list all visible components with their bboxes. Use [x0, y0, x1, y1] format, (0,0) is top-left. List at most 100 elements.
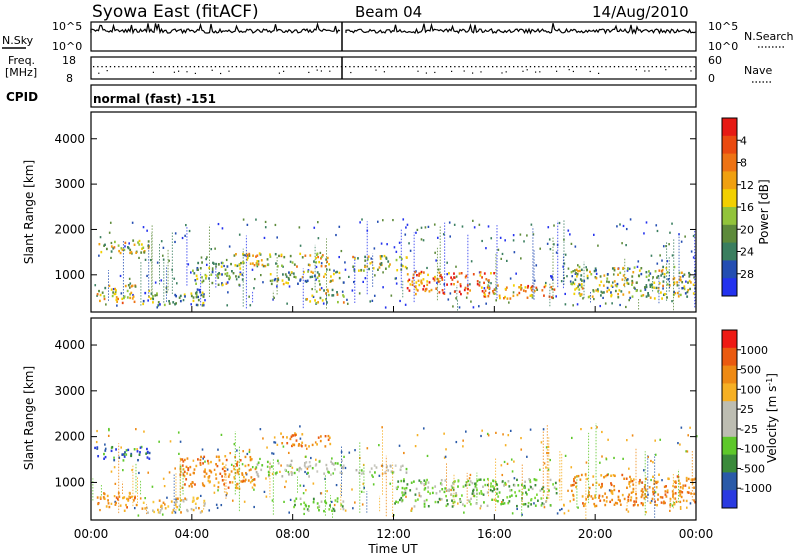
- echo-point: [340, 249, 343, 253]
- echo-point: [287, 473, 290, 476]
- echo-point: [626, 439, 628, 442]
- echo-point: [354, 257, 356, 260]
- echo-point: [677, 441, 679, 445]
- echo-point: [340, 450, 343, 454]
- echo-point: [613, 474, 616, 478]
- echo-point: [662, 284, 664, 288]
- x-tick-label: 00:00: [74, 527, 109, 541]
- echo-point: [446, 261, 448, 264]
- echo-point: [626, 486, 628, 489]
- echo-point: [567, 509, 570, 512]
- echo-point: [652, 493, 655, 496]
- echo-point: [148, 289, 151, 293]
- echo-point: [457, 502, 459, 505]
- echo-point: [276, 443, 279, 446]
- echo-point: [580, 268, 583, 272]
- echo-point: [384, 471, 387, 474]
- echo-point: [298, 443, 300, 446]
- echo-point: [371, 474, 373, 477]
- echo-point: [99, 236, 102, 239]
- echo-point: [423, 483, 426, 486]
- echo-point: [289, 498, 292, 502]
- echo-point: [357, 269, 360, 272]
- echo-point: [248, 469, 251, 472]
- echo-point: [436, 281, 438, 285]
- colorbar-tick-label: 24: [740, 246, 754, 259]
- freq-dot: [395, 66, 397, 68]
- echo-point: [603, 274, 606, 277]
- echo-point: [157, 304, 160, 307]
- echo-point: [195, 464, 198, 468]
- echo-point: [481, 276, 483, 279]
- echo-point: [484, 293, 486, 296]
- echo-point: [526, 286, 529, 289]
- echo-point: [241, 273, 244, 276]
- echo-point: [186, 508, 188, 512]
- echo-point: [338, 225, 341, 228]
- echo-point: [476, 280, 479, 283]
- echo-point: [315, 290, 318, 293]
- echo-point: [655, 486, 658, 489]
- echo-point: [669, 231, 671, 234]
- echo-point: [515, 272, 517, 275]
- echo-point: [195, 295, 198, 299]
- echo-point: [508, 500, 511, 503]
- echo-point: [406, 483, 409, 486]
- echo-point: [617, 292, 620, 296]
- echo-point: [470, 497, 472, 501]
- echo-point: [303, 462, 306, 465]
- echo-point: [303, 270, 305, 274]
- echo-point: [665, 485, 667, 488]
- echo-point: [253, 488, 255, 491]
- echo-point: [420, 226, 423, 229]
- echo-point: [662, 265, 665, 269]
- echo-point: [362, 280, 365, 283]
- echo-point: [674, 291, 677, 295]
- echo-point: [223, 470, 226, 473]
- echo-point: [539, 468, 541, 471]
- echo-point: [314, 299, 316, 302]
- echo-point: [622, 224, 625, 228]
- echo-point: [196, 458, 199, 461]
- echo-point: [332, 463, 335, 466]
- freq-dot: [93, 66, 95, 68]
- freq-dot: [576, 66, 578, 68]
- echo-point: [487, 434, 490, 437]
- echo-point: [208, 509, 211, 512]
- echo-point: [229, 481, 231, 484]
- echo-point: [484, 289, 487, 292]
- echo-point: [607, 438, 609, 441]
- x-tick-label: 20:00: [578, 527, 613, 541]
- echo-point: [267, 470, 270, 474]
- echo-point: [287, 470, 290, 474]
- echo-point: [307, 471, 309, 475]
- echo-point: [400, 257, 403, 261]
- echo-point: [242, 479, 245, 482]
- echo-point: [229, 452, 232, 455]
- freq-dot: [588, 66, 590, 68]
- echo-point: [338, 271, 341, 275]
- echo-point: [598, 483, 601, 487]
- echo-point: [171, 511, 174, 514]
- echo-point: [202, 462, 204, 465]
- echo-point: [293, 505, 295, 509]
- echo-point: [231, 481, 234, 484]
- echo-point: [324, 445, 327, 448]
- echo-point: [417, 279, 420, 282]
- echo-point: [285, 275, 288, 278]
- echo-point: [320, 500, 323, 503]
- echo-point: [422, 288, 425, 291]
- echo-point: [482, 485, 484, 488]
- echo-point: [250, 476, 253, 479]
- echo-point: [513, 251, 516, 254]
- echo-point: [125, 449, 128, 452]
- echo-point: [124, 451, 126, 454]
- echo-point: [221, 227, 224, 230]
- echo-point: [680, 495, 683, 499]
- echo-point: [632, 271, 635, 274]
- freq-dot: [483, 66, 485, 68]
- freq-dot: [668, 66, 670, 68]
- echo-point: [201, 261, 203, 264]
- echo-point: [238, 283, 241, 287]
- echo-point: [648, 274, 651, 277]
